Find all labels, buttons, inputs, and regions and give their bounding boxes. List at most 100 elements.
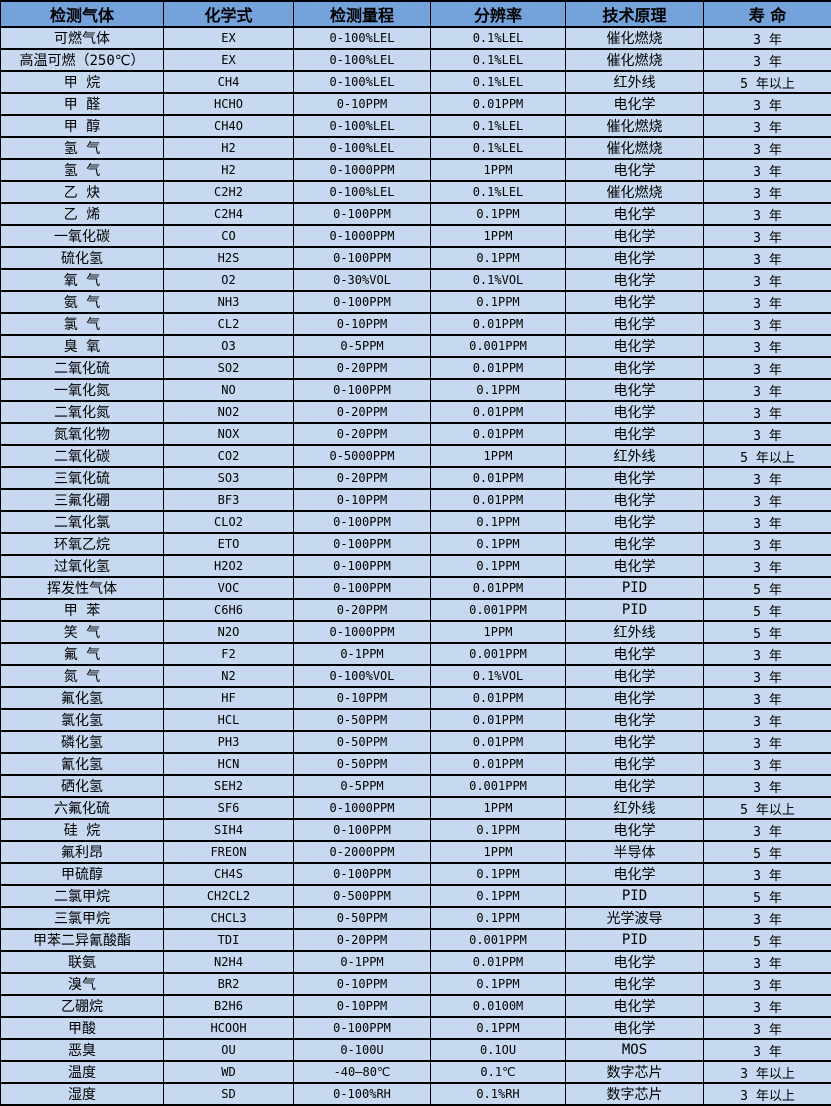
principle-cell: 催化燃烧 xyxy=(566,137,704,159)
lifespan-cell: 3 年 xyxy=(704,203,831,225)
resolution-cell: 0.1PPM xyxy=(431,885,566,907)
gas-name-cell: 氰化氢 xyxy=(1,753,164,775)
range-cell: 0-20PPM xyxy=(294,929,431,951)
resolution-cell: 1PPM xyxy=(431,225,566,247)
range-cell: 0-100PPM xyxy=(294,819,431,841)
range-cell: -40—80℃ xyxy=(294,1061,431,1083)
lifespan-cell: 5 年 xyxy=(704,577,831,599)
principle-cell: 电化学 xyxy=(566,709,704,731)
lifespan-cell: 3 年 xyxy=(704,907,831,929)
resolution-cell: 0.01PPM xyxy=(431,313,566,335)
formula-cell: HCHO xyxy=(164,93,294,115)
lifespan-cell: 3 年 xyxy=(704,27,831,49)
resolution-cell: 0.01PPM xyxy=(431,753,566,775)
principle-cell: 数字芯片 xyxy=(566,1083,704,1105)
resolution-cell: 0.1%LEL xyxy=(431,181,566,203)
formula-cell: BR2 xyxy=(164,973,294,995)
gas-name-cell: 笑 气 xyxy=(1,621,164,643)
resolution-cell: 1PPM xyxy=(431,841,566,863)
formula-cell: SD xyxy=(164,1083,294,1105)
principle-cell: 催化燃烧 xyxy=(566,115,704,137)
lifespan-cell: 3 年 xyxy=(704,643,831,665)
range-cell: 0-100PPM xyxy=(294,511,431,533)
resolution-cell: 0.1%LEL xyxy=(431,115,566,137)
gas-name-cell: 环氧乙烷 xyxy=(1,533,164,555)
formula-cell: NO2 xyxy=(164,401,294,423)
principle-cell: 电化学 xyxy=(566,159,704,181)
resolution-cell: 0.01PPM xyxy=(431,731,566,753)
gas-name-cell: 乙 炔 xyxy=(1,181,164,203)
principle-cell: 电化学 xyxy=(566,951,704,973)
lifespan-cell: 3 年 xyxy=(704,753,831,775)
range-cell: 0-10PPM xyxy=(294,973,431,995)
gas-name-cell: 三氟化硼 xyxy=(1,489,164,511)
gas-name-cell: 二氧化碳 xyxy=(1,445,164,467)
gas-name-cell: 溴气 xyxy=(1,973,164,995)
lifespan-cell: 3 年 xyxy=(704,709,831,731)
resolution-cell: 0.1PPM xyxy=(431,291,566,313)
resolution-cell: 0.01PPM xyxy=(431,687,566,709)
gas-name-cell: 三氯甲烷 xyxy=(1,907,164,929)
range-cell: 0-100PPM xyxy=(294,203,431,225)
principle-cell: 电化学 xyxy=(566,203,704,225)
gas-name-cell: 三氧化硫 xyxy=(1,467,164,489)
range-cell: 0-5PPM xyxy=(294,775,431,797)
range-cell: 0-1PPM xyxy=(294,643,431,665)
resolution-cell: 0.1PPM xyxy=(431,555,566,577)
range-cell: 0-100%LEL xyxy=(294,71,431,93)
lifespan-cell: 3 年 xyxy=(704,995,831,1017)
principle-cell: 红外线 xyxy=(566,797,704,819)
resolution-cell: 0.1PPM xyxy=(431,907,566,929)
lifespan-cell: 3 年 xyxy=(704,357,831,379)
gas-name-cell: 氟利昂 xyxy=(1,841,164,863)
principle-cell: 电化学 xyxy=(566,357,704,379)
formula-cell: O3 xyxy=(164,335,294,357)
gas-name-cell: 乙硼烷 xyxy=(1,995,164,1017)
lifespan-cell: 5 年以上 xyxy=(704,797,831,819)
formula-cell: N2H4 xyxy=(164,951,294,973)
gas-name-cell: 硫化氢 xyxy=(1,247,164,269)
resolution-cell: 0.01PPM xyxy=(431,951,566,973)
lifespan-cell: 3 年 xyxy=(704,313,831,335)
formula-cell: SO3 xyxy=(164,467,294,489)
resolution-cell: 0.001PPM xyxy=(431,643,566,665)
lifespan-cell: 3 年 xyxy=(704,731,831,753)
range-cell: 0-20PPM xyxy=(294,401,431,423)
resolution-cell: 0.001PPM xyxy=(431,929,566,951)
formula-cell: HCN xyxy=(164,753,294,775)
resolution-cell: 0.1%RH xyxy=(431,1083,566,1105)
formula-cell: CO2 xyxy=(164,445,294,467)
resolution-cell: 0.1%VOL xyxy=(431,665,566,687)
principle-cell: 电化学 xyxy=(566,665,704,687)
formula-cell: H2S xyxy=(164,247,294,269)
formula-cell: EX xyxy=(164,49,294,71)
column-header-principle: 技术原理 xyxy=(566,1,704,27)
gas-name-cell: 甲酸 xyxy=(1,1017,164,1039)
resolution-cell: 0.1PPM xyxy=(431,203,566,225)
formula-cell: NH3 xyxy=(164,291,294,313)
lifespan-cell: 3 年 xyxy=(704,819,831,841)
range-cell: 0-1PPM xyxy=(294,951,431,973)
resolution-cell: 0.1PPM xyxy=(431,511,566,533)
formula-cell: CHCL3 xyxy=(164,907,294,929)
lifespan-cell: 3 年 xyxy=(704,401,831,423)
formula-cell: O2 xyxy=(164,269,294,291)
